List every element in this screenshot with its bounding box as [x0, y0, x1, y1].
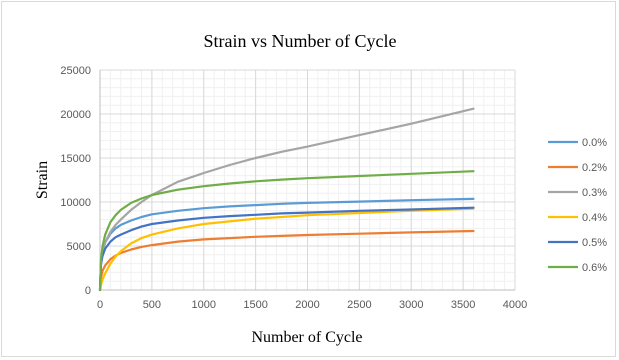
y-tick-label: 25000: [60, 65, 91, 77]
x-tick-label: 3000: [399, 299, 423, 311]
series-line-0.6%: [98, 170, 475, 292]
x-tick-label: 1500: [243, 299, 267, 311]
gridlines: [99, 69, 516, 291]
series-line-0.2%: [98, 229, 475, 292]
legend-label: 0.3%: [582, 187, 607, 199]
legend-label: 0.5%: [582, 237, 607, 249]
chart-title: Strain vs Number of Cycle: [204, 31, 397, 51]
y-tick-label: 5000: [67, 241, 91, 253]
y-tick-label: 0: [85, 285, 91, 297]
x-tick-label: 2000: [295, 299, 319, 311]
x-tick-label: 1000: [192, 299, 216, 311]
legend-label: 0.2%: [582, 162, 607, 174]
x-tick-label: 2500: [347, 299, 371, 311]
legend: 0.0% 0.2% 0.3% 0.4% 0.5% 0.6%: [548, 137, 607, 274]
series-line-0.4%: [98, 207, 475, 292]
x-tick-label: 500: [143, 299, 161, 311]
legend-label: 0.6%: [582, 262, 607, 274]
x-tick-label: 4000: [503, 299, 527, 311]
y-tick-label: 15000: [60, 153, 91, 165]
y-tick-label: 20000: [60, 109, 91, 121]
x-tick-label: 3500: [451, 299, 475, 311]
axes: 0 500 1000 1500 2000 2500 3000 3500 4000 0 5000 100…: [60, 65, 527, 311]
legend-label: 0.4%: [582, 212, 607, 224]
x-axis-label: Number of Cycle: [251, 329, 362, 346]
legend-label: 0.0%: [582, 137, 607, 149]
y-tick-label: 10000: [60, 197, 91, 209]
series-lines: [98, 107, 475, 292]
series-line-0.5%: [98, 206, 475, 292]
x-tick-label: 0: [97, 299, 103, 311]
y-axis-label: Strain: [34, 161, 51, 199]
